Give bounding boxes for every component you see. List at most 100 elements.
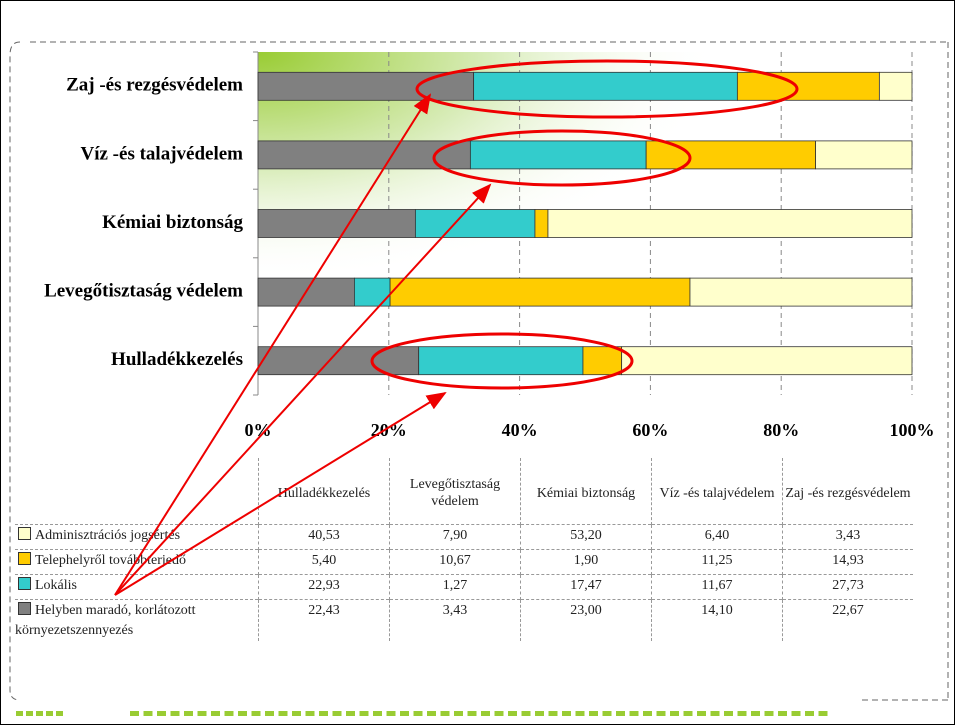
legend-entry: Lokális (15, 574, 259, 600)
decor-dash (467, 711, 477, 716)
decor-dash (319, 711, 328, 716)
cell-value: 22,67 (782, 599, 913, 641)
cell-value: 10,67 (389, 549, 521, 575)
decor-dash (346, 711, 355, 716)
bar-segment (815, 140, 913, 170)
bar-segment (257, 277, 355, 307)
decor-dash (454, 711, 463, 716)
decor-dash (494, 711, 504, 716)
decor-dash (413, 711, 423, 716)
table-row: Adminisztrációs jogsértés 40,53 7,90 53,20 6… (15, 524, 913, 550)
decor-dash (562, 711, 571, 716)
decor-dash (521, 711, 531, 716)
y-tick-label: Hulladékkezelés (111, 349, 243, 370)
table-row: Lokális 22,93 1,27 17,47 11,67 27,73 (15, 574, 913, 600)
decor-dash (535, 711, 544, 716)
legend-label: Telephelyről továbbterjedő (35, 553, 187, 568)
legend-swatch (18, 577, 31, 590)
decor-dash (710, 711, 720, 716)
column-header: Zaj -és rezgésvédelem (782, 458, 913, 525)
bar-segment (257, 346, 420, 376)
decor-dash (670, 711, 679, 716)
y-tick-label: Levegőtisztaság védelem (44, 280, 243, 301)
legend-swatch (18, 527, 31, 540)
corner (15, 458, 259, 525)
decor-dash (616, 711, 625, 716)
cell-value: 22,43 (258, 599, 390, 641)
legend-entry: Telephelyről továbbterjedő (15, 549, 259, 575)
decor-dash (643, 711, 652, 716)
decor-dash (791, 711, 801, 716)
column-header: Víz -és talajvédelem (651, 458, 783, 525)
decor-dash (589, 711, 598, 716)
x-tick-label: 0% (245, 420, 272, 440)
cell-value: 11,67 (651, 574, 783, 600)
bar-segment (473, 71, 738, 101)
legend-label: Lokális (35, 578, 77, 593)
decor-dash (305, 711, 315, 716)
x-tick-label: 80% (763, 420, 799, 440)
x-tick-label: 40% (502, 420, 538, 440)
decor-dash (56, 711, 63, 716)
y-tick-label: Kémiai biztonság (102, 212, 243, 233)
cell-value: 5,40 (258, 549, 390, 575)
table-row: Telephelyről továbbterjedő 5,40 10,67 1,90 1… (15, 549, 913, 575)
cell-value: 23,00 (520, 599, 652, 641)
bar-segment (418, 346, 584, 376)
decor-dash (548, 711, 558, 716)
decor-dash (359, 711, 369, 716)
table-row: Helyben maradó, korlátozott környezetsze… (15, 599, 913, 641)
decor-dash (157, 711, 166, 716)
cell-value: 3,43 (389, 599, 521, 641)
cell-value: 27,73 (782, 574, 913, 600)
decor-dash (143, 711, 153, 716)
decor-dash (778, 711, 787, 716)
decor-dash (184, 711, 193, 716)
x-tick-label: 60% (632, 420, 668, 440)
bar-segment (257, 140, 471, 170)
decor-dash (332, 711, 342, 716)
cell-value: 14,10 (651, 599, 783, 641)
bar-segment (621, 346, 913, 376)
bar-segment (257, 209, 416, 238)
cell-value: 7,90 (389, 524, 521, 550)
decor-dash (508, 711, 517, 716)
cell-value: 22,93 (258, 574, 390, 600)
y-tick-label: Víz -és talajvédelem (81, 143, 244, 164)
decor-dash (737, 711, 747, 716)
bar-segment (582, 346, 623, 376)
decor (16, 711, 828, 716)
decor-dash (751, 711, 760, 716)
cell-value: 6,40 (651, 524, 783, 550)
legend-entry: Helyben maradó, korlátozott környezetsze… (15, 599, 259, 641)
cell-value: 53,20 (520, 524, 652, 550)
bar-segment (353, 277, 391, 307)
decor-dash (481, 711, 490, 716)
decor-dash (46, 711, 53, 716)
legend-label: Helyben maradó, korlátozott környezetsze… (15, 603, 196, 638)
column-header: Kémiai biztonság (520, 458, 652, 525)
bar-segment (878, 71, 913, 101)
cell-value: 11,25 (651, 549, 783, 575)
decor-dash (130, 711, 139, 716)
legend-entry: Adminisztrációs jogsértés (15, 524, 259, 550)
decor-dash (575, 711, 585, 716)
bar-segment (645, 140, 817, 170)
bar-segment (736, 71, 880, 101)
x-tick-label: 100% (890, 420, 935, 440)
decor-dash (386, 711, 396, 716)
decor-dash (805, 711, 814, 716)
bar-segment (414, 209, 536, 238)
decor-dash (724, 711, 733, 716)
bar-segment (469, 140, 647, 170)
bar-segment (389, 277, 691, 307)
bar-segment (534, 209, 549, 238)
decor-dash (818, 711, 828, 716)
bar-segment (689, 277, 913, 307)
decor-dash (373, 711, 382, 716)
bar-segment (257, 71, 475, 101)
decor-dash (251, 711, 261, 716)
decor-dash (629, 711, 639, 716)
decor-dash (440, 711, 450, 716)
